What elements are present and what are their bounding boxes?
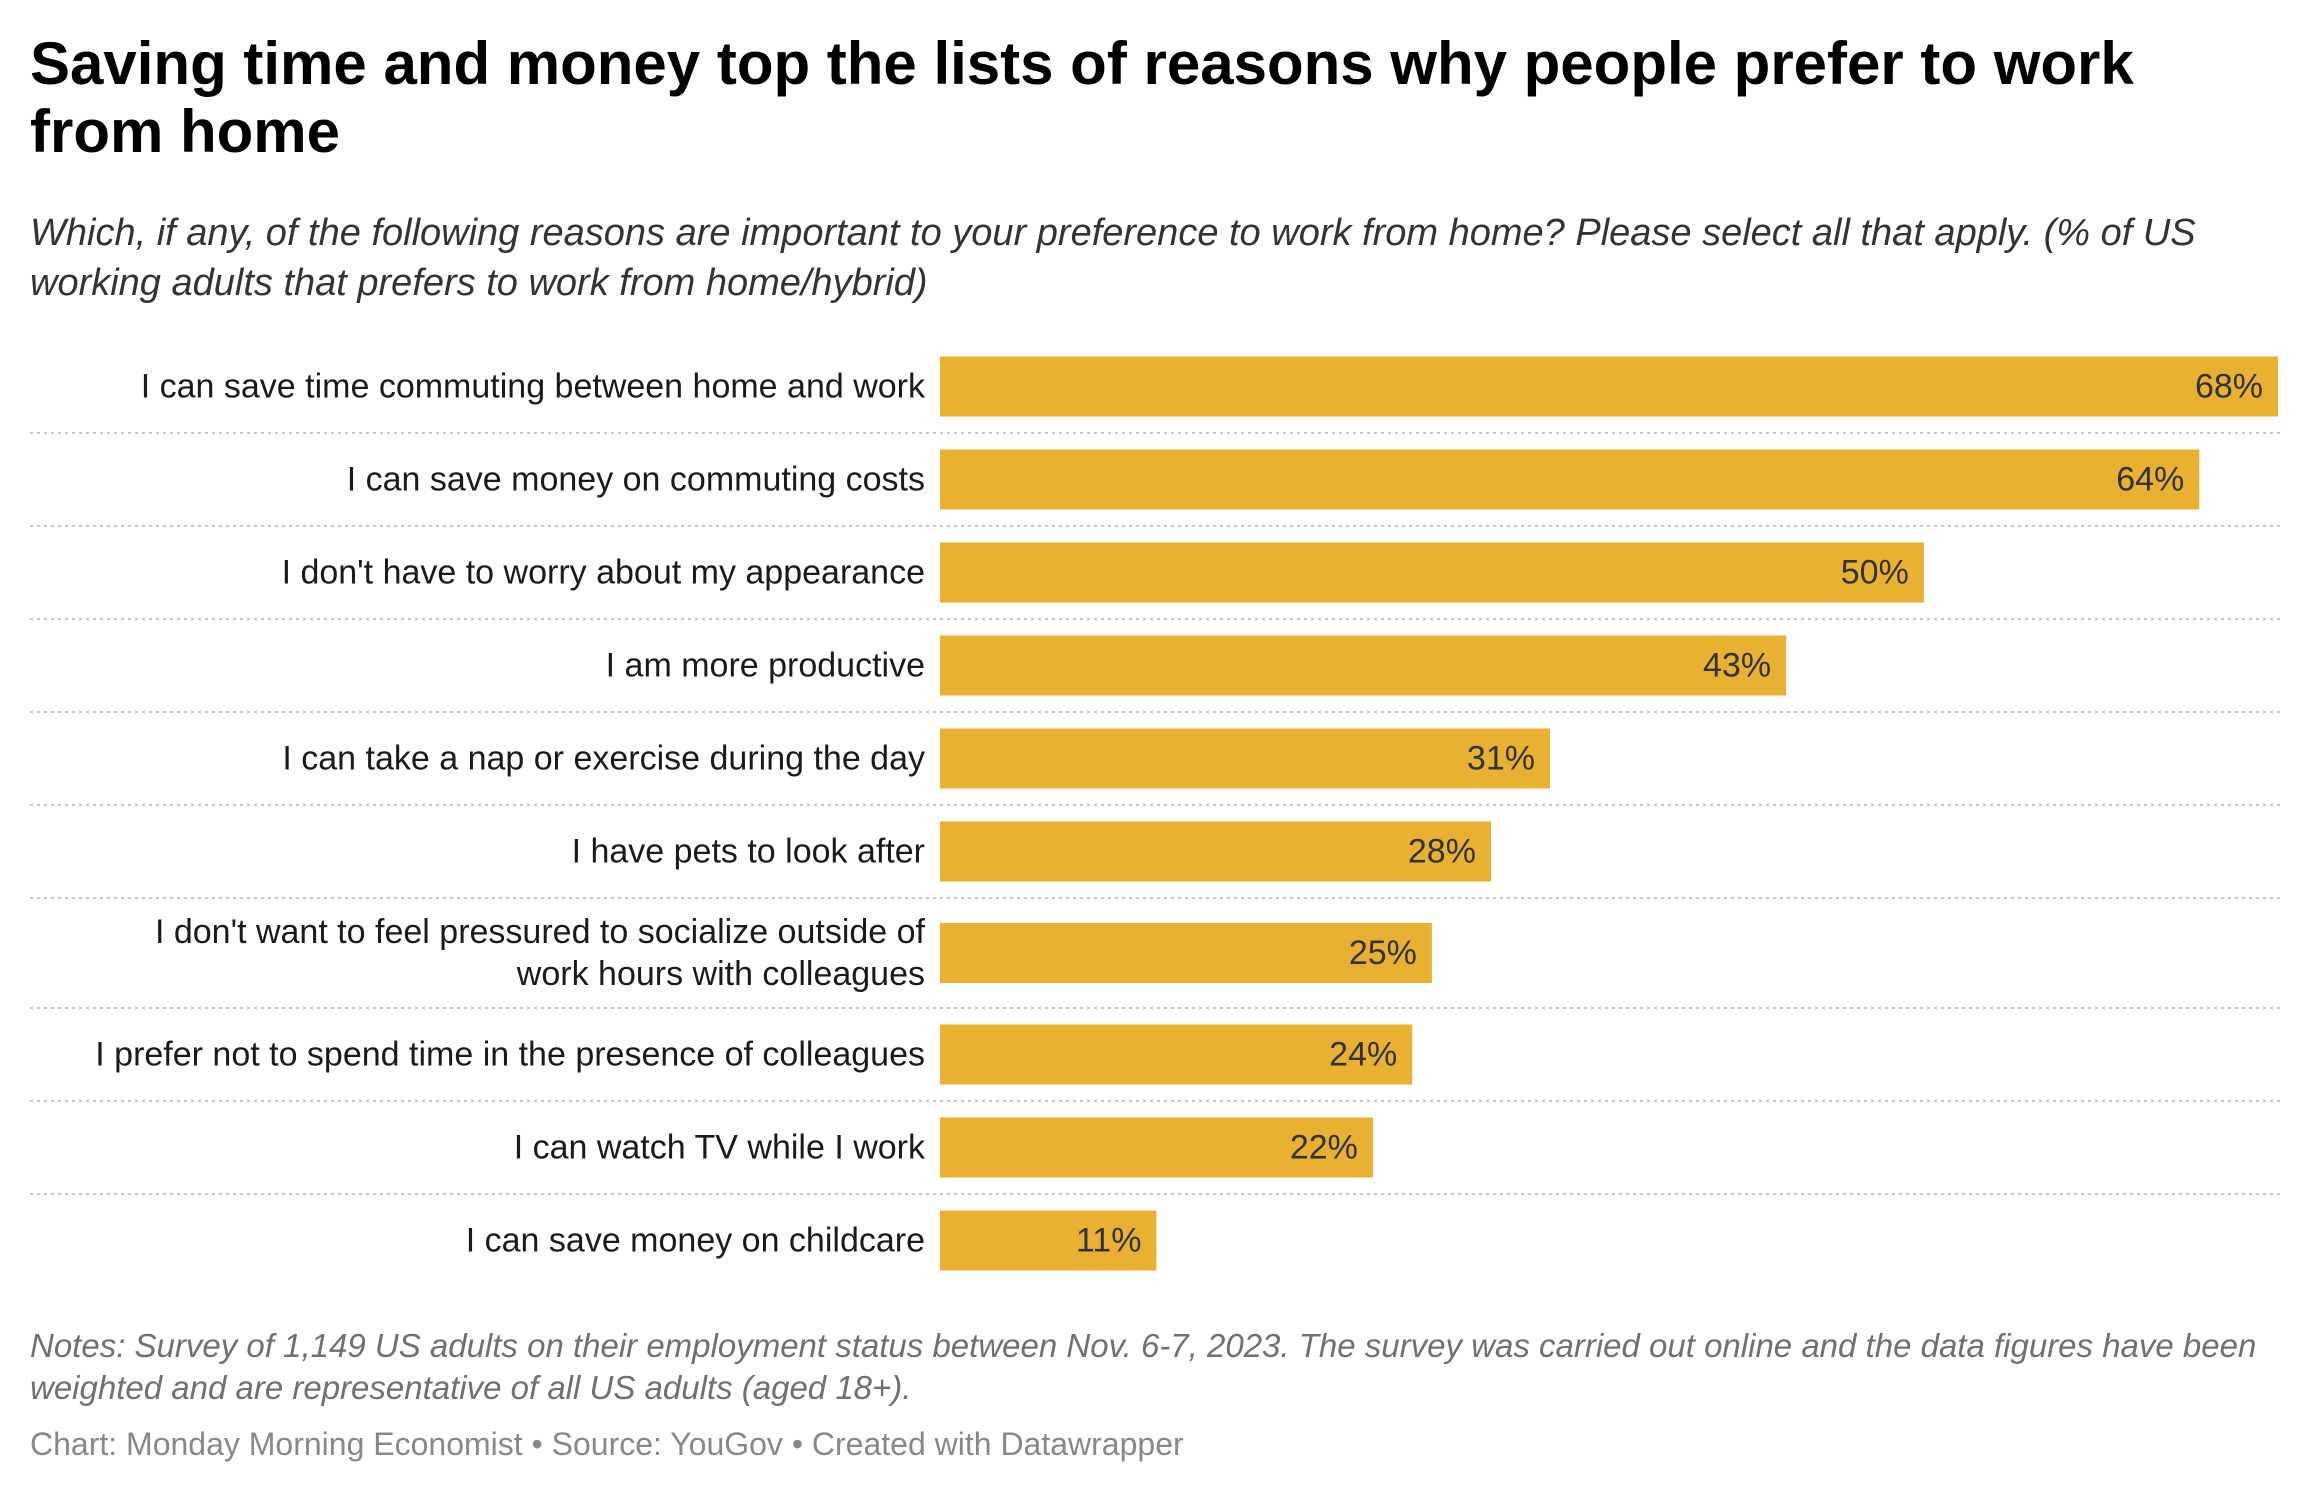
bar [940, 1024, 1413, 1085]
bar [940, 356, 2278, 417]
category-label: work hours with colleagues [516, 955, 925, 993]
bar-chart: I can save time commuting between home a… [30, 356, 2280, 1271]
value-label: 31% [1467, 740, 1535, 778]
chart-notes: Notes: Survey of 1,149 US adults on thei… [30, 1327, 2257, 1406]
value-label: 25% [1349, 934, 1417, 972]
chart-footer: Chart: Monday Morning Economist • Source… [30, 1426, 1184, 1462]
value-label: 68% [2195, 368, 2263, 406]
bar [940, 542, 1924, 603]
bar-row: I can watch TV while I work 22% [514, 1117, 1373, 1178]
value-label: 24% [1329, 1036, 1397, 1074]
bar [940, 635, 1787, 696]
bar-row: I can save time commuting between home a… [141, 356, 2278, 417]
value-label: 64% [2116, 461, 2184, 499]
category-label: I have pets to look after [572, 833, 925, 871]
value-label: 28% [1408, 833, 1476, 871]
bar [940, 728, 1550, 789]
bar-row: I prefer not to spend time in the presen… [95, 1024, 1413, 1085]
category-label: I can save money on childcare [466, 1222, 925, 1260]
value-label: 50% [1841, 554, 1909, 592]
value-label: 43% [1703, 647, 1771, 685]
bar-row: I don't want to feel pressured to social… [155, 913, 1432, 993]
category-label: I am more productive [606, 647, 925, 685]
bar-row: I can take a nap or exercise during the … [282, 728, 1550, 789]
category-label: I can watch TV while I work [514, 1129, 926, 1167]
bar-row: I am more productive 43% [606, 635, 1787, 696]
bar-row: I can save money on childcare 11% [466, 1210, 1157, 1271]
category-label: I can save time commuting between home a… [141, 368, 926, 406]
bar [940, 1210, 1157, 1271]
category-label: I don't want to feel pressured to social… [155, 913, 926, 951]
bar [940, 923, 1432, 983]
value-label: 22% [1290, 1129, 1358, 1167]
category-label: I prefer not to spend time in the presen… [95, 1036, 925, 1074]
bar [940, 1117, 1373, 1178]
chart-subtitle: Which, if any, of the following reasons … [30, 212, 2196, 304]
bar-row: I can save money on commuting costs 64% [347, 449, 2200, 510]
chart-title: Saving time and money top the lists of r… [30, 30, 2134, 165]
value-label: 11% [1076, 1222, 1142, 1260]
bar [940, 449, 2200, 510]
category-label: I don't have to worry about my appearanc… [282, 554, 925, 592]
bar-row: I don't have to worry about my appearanc… [282, 542, 1924, 603]
category-label: I can take a nap or exercise during the … [282, 740, 925, 778]
bar-row: I have pets to look after 28% [572, 821, 1491, 882]
bar [940, 821, 1491, 882]
category-label: I can save money on commuting costs [347, 461, 925, 499]
